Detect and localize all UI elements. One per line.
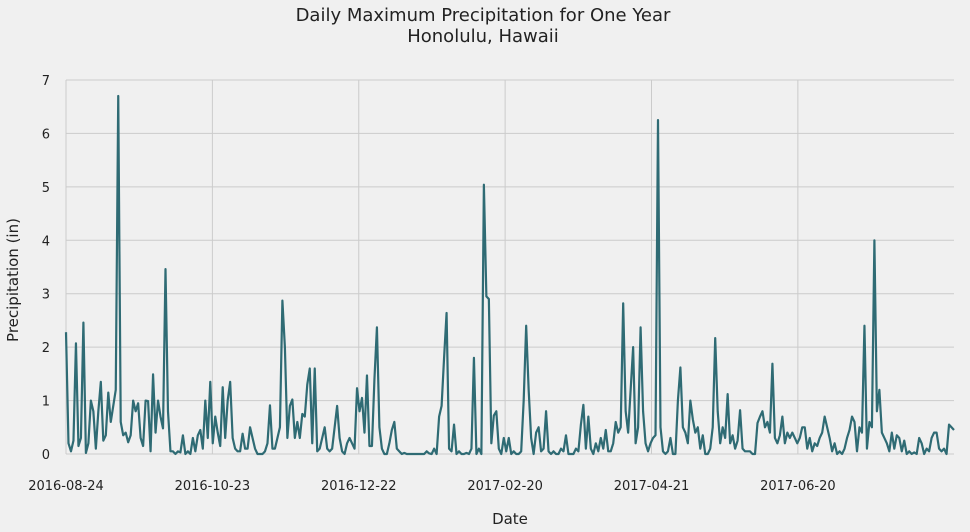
y-tick-label: 1	[42, 395, 50, 410]
x-tick-label: 2017-04-21	[614, 479, 690, 494]
y-tick-labels: 0 1 2 3 4 5 6 7	[42, 74, 50, 463]
y-tick-label: 0	[42, 448, 50, 463]
x-tick-label: 2016-08-24	[28, 479, 104, 494]
chart-subtitle: Honolulu, Hawaii	[407, 26, 559, 47]
y-tick-label: 4	[42, 234, 50, 249]
x-tick-labels: 2016-08-24 2016-10-23 2016-12-22 2017-02-20…	[28, 479, 835, 494]
x-tick-label: 2017-02-20	[467, 479, 543, 494]
y-grid	[66, 79, 954, 455]
y-tick-label: 3	[42, 288, 50, 303]
y-tick-label: 6	[42, 127, 50, 142]
precipitation-line	[64, 94, 955, 456]
x-axis-label: Date	[492, 510, 528, 528]
y-axis-label: Precipitation (in)	[4, 218, 22, 342]
x-tick-label: 2017-06-20	[760, 479, 836, 494]
chart-title: Daily Maximum Precipitation for One Year	[296, 5, 671, 26]
y-tick-label: 2	[42, 341, 50, 356]
y-tick-label: 7	[42, 74, 50, 89]
x-tick-label: 2016-10-23	[175, 479, 251, 494]
y-tick-label: 5	[42, 181, 50, 196]
x-tick-label: 2016-12-22	[321, 479, 397, 494]
x-grid	[65, 80, 799, 454]
